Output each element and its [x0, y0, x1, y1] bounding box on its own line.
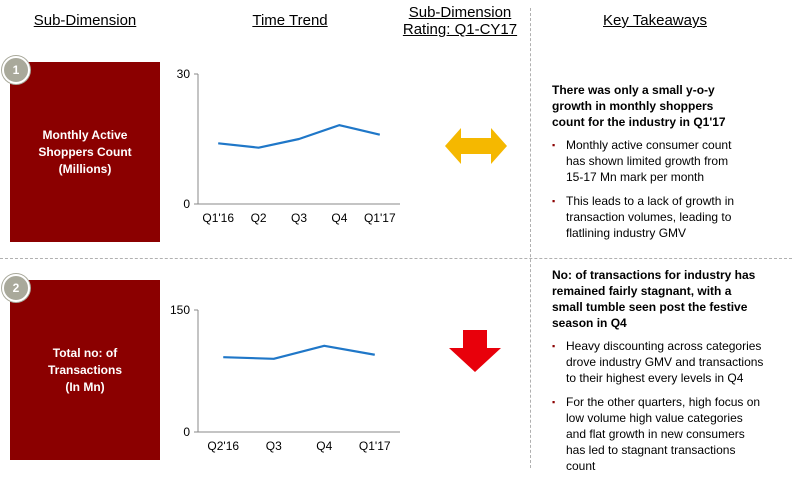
row1-label-box: Monthly Active Shoppers Count (Millions): [10, 62, 160, 242]
header-key-takeaways: Key Takeaways: [580, 12, 730, 29]
bullet-line: Heavy discounting across categories: [566, 338, 788, 354]
x-tick-label: Q4: [316, 439, 332, 453]
row2-label-line: Transactions: [48, 362, 122, 379]
bullet-line: has led to stagnant transactions: [566, 442, 788, 458]
bullet-line: flatlining industry GMV: [566, 225, 788, 241]
row2-label-line: Total no: of: [48, 345, 122, 362]
x-tick-label: Q2: [251, 211, 267, 225]
bullet-line: drove industry GMV and transactions: [566, 354, 788, 370]
bullet-line: low volume high value categories: [566, 410, 788, 426]
row1-bullet-item: Monthly active consumer count has shown …: [552, 137, 788, 185]
row1-bullet-item: This leads to a lack of growth in transa…: [552, 193, 788, 241]
x-tick-label: Q1'16: [202, 211, 234, 225]
bullet-line: to their highest every levels in Q4: [566, 370, 788, 386]
data-series-line: [218, 125, 380, 148]
row1-label-line: Monthly Active: [38, 127, 131, 144]
data-series-line: [223, 346, 375, 359]
column-divider: [530, 8, 531, 468]
row2-takeaway-heading: No: of transactions for industry has rem…: [552, 267, 788, 331]
header-time-trend: Time Trend: [225, 12, 355, 29]
bullet-line: transaction volumes, leading to: [566, 209, 788, 225]
double-arrow-icon: [445, 128, 507, 164]
bullet-line: 15-17 Mn mark per month: [566, 169, 788, 185]
row2-label-line: (In Mn): [48, 379, 122, 396]
row1-label-line: Shoppers Count: [38, 144, 131, 161]
row2-heading-line: season in Q4: [552, 315, 788, 331]
row2-line-chart: 0 150 Q2'16 Q3 Q4 Q1'17: [170, 300, 410, 458]
y-tick-label: 0: [183, 425, 190, 439]
x-tick-label: Q4: [331, 211, 347, 225]
y-tick-label: 0: [183, 197, 190, 211]
row-divider: [0, 258, 792, 259]
row1-line-chart: 0 30 Q1'16 Q2 Q3 Q4 Q1'17: [170, 62, 410, 232]
row2-heading-line: No: of transactions for industry has: [552, 267, 788, 283]
bullet-line: and flat growth in new consumers: [566, 426, 788, 442]
header-sub-dimension: Sub-Dimension: [20, 12, 150, 29]
row1-number-badge: 1: [2, 56, 30, 84]
row2-heading-line: small tumble seen post the festive: [552, 299, 788, 315]
down-arrow-icon: [449, 330, 501, 372]
double-arrow-shape: [445, 128, 507, 164]
y-tick-label: 30: [177, 67, 191, 81]
row1-takeaway-heading: There was only a small y-o-y growth in m…: [552, 82, 788, 130]
x-tick-label: Q1'17: [359, 439, 391, 453]
bullet-line: This leads to a lack of growth in: [566, 193, 788, 209]
row2-heading-line: remained fairly stagnant, with a: [552, 283, 788, 299]
header-rating-line2: Rating: Q1-CY17: [385, 21, 535, 38]
row1-bullet-list: Monthly active consumer count has shown …: [552, 137, 788, 249]
row1-heading-line: There was only a small y-o-y: [552, 82, 788, 98]
row1-heading-line: growth in monthly shoppers: [552, 98, 788, 114]
bullet-line: Monthly active consumer count: [566, 137, 788, 153]
bullet-line: count: [566, 458, 788, 474]
x-tick-label: Q3: [291, 211, 307, 225]
row2-bullet-item: For the other quarters, high focus on lo…: [552, 394, 788, 474]
row1-heading-line: count for the industry in Q1'17: [552, 114, 788, 130]
row2-bullet-list: Heavy discounting across categories drov…: [552, 338, 788, 482]
x-tick-label: Q3: [266, 439, 282, 453]
bullet-line: For the other quarters, high focus on: [566, 394, 788, 410]
row2-bullet-item: Heavy discounting across categories drov…: [552, 338, 788, 386]
row1-label-line: (Millions): [38, 161, 131, 178]
bullet-line: has shown limited growth from: [566, 153, 788, 169]
y-tick-label: 150: [170, 303, 190, 317]
x-tick-label: Q2'16: [207, 439, 239, 453]
row2-number-badge: 2: [2, 274, 30, 302]
down-arrow-shape: [449, 330, 501, 372]
row2-label-box: Total no: of Transactions (In Mn): [10, 280, 160, 460]
header-rating-line1: Sub-Dimension: [385, 4, 535, 21]
x-tick-label: Q1'17: [364, 211, 396, 225]
